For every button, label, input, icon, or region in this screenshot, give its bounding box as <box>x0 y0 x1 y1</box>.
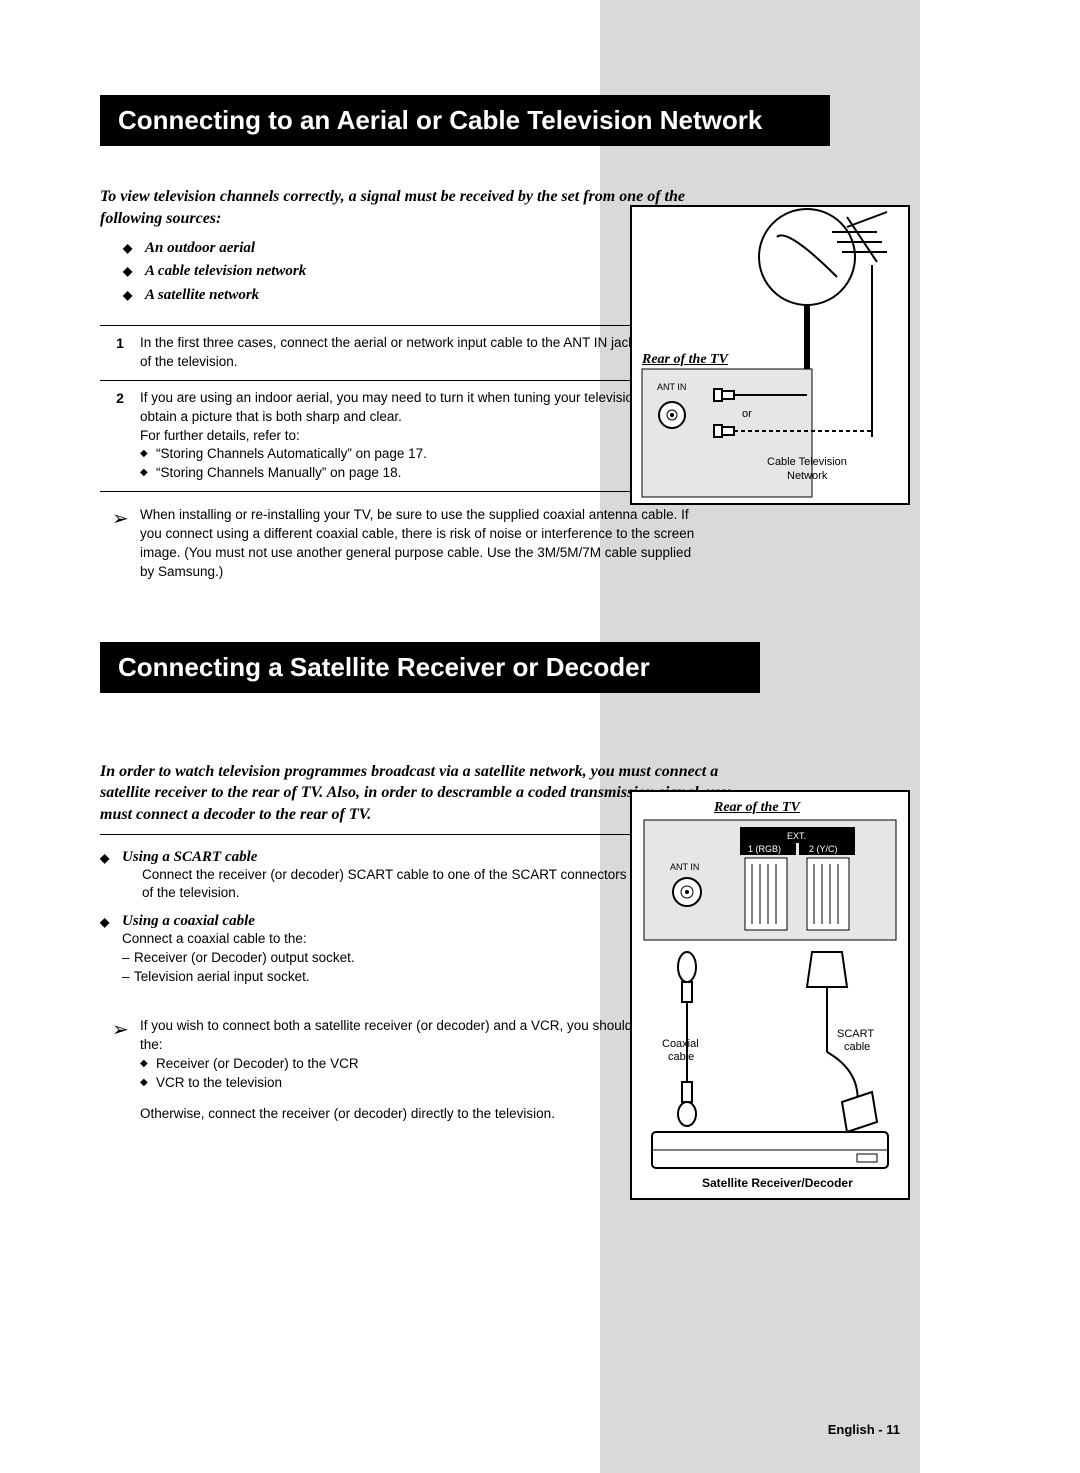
step-number: 2 <box>100 389 140 483</box>
step-number: 1 <box>100 334 140 372</box>
page-footer: English - 11 <box>828 1422 900 1437</box>
port2-label: 2 (Y/C) <box>809 844 838 854</box>
section2-title: Connecting a Satellite Receiver or Decod… <box>100 642 760 693</box>
coax-body: Connect a coaxial cable to the: <box>100 930 705 949</box>
antin-label: ANT IN <box>657 382 686 392</box>
satellite-diagram-svg: ANT IN EXT. 1 (RGB) 2 (Y/C) <box>632 792 908 1198</box>
note-row: ➢ When installing or re-installing your … <box>100 506 705 582</box>
note-sub: Receiver (or Decoder) to the VCR <box>140 1055 705 1074</box>
note-a: If you wish to connect both a satellite … <box>140 1017 705 1055</box>
note-sub: VCR to the television <box>140 1074 705 1093</box>
steps-table: 1 In the first three cases, connect the … <box>100 325 705 492</box>
page: Connecting to an Aerial or Cable Televis… <box>0 0 1080 1473</box>
coax-dash: Receiver (or Decoder) output socket. <box>100 949 705 968</box>
figure-satellite: Rear of the TV ANT IN EXT. 1 (RGB) 2 (Y/… <box>630 790 910 1200</box>
section1-title: Connecting to an Aerial or Cable Televis… <box>100 95 830 146</box>
coax-dash: Television aerial input socket. <box>100 968 705 987</box>
antin-label2: ANT IN <box>670 862 699 872</box>
coax-cable-label: Coaxialcable <box>662 1038 699 1063</box>
scart-cable-label: SCARTcable <box>837 1028 874 1053</box>
ext-label: EXT. <box>787 831 806 841</box>
note-icon: ➢ <box>100 1017 140 1123</box>
scart-body: Connect the receiver (or decoder) SCART … <box>100 866 705 904</box>
note-text: When installing or re-installing your TV… <box>140 506 705 582</box>
aerial-diagram-svg: ANT IN or Cable TelevisionNetwork <box>632 207 908 503</box>
step-sub: “Storing Channels Automatically” on page… <box>140 445 705 464</box>
note-icon: ➢ <box>100 506 140 582</box>
or-label: or <box>742 408 752 420</box>
figure-aerial: Rear of the TV ANT IN <box>630 205 910 505</box>
table-row: 2 If you are using an indoor aerial, you… <box>100 381 705 492</box>
step-body2: For further details, refer to: <box>140 427 705 446</box>
port1-label: 1 (RGB) <box>748 844 781 854</box>
step-text: In the first three cases, connect the ae… <box>140 334 705 372</box>
step-sub: “Storing Channels Manually” on page 18. <box>140 464 705 483</box>
note-row: ➢ If you wish to connect both a satellit… <box>100 1017 705 1123</box>
step-text: If you are using an indoor aerial, you m… <box>140 389 705 483</box>
satellite-box-label: Satellite Receiver/Decoder <box>702 1176 853 1190</box>
note-text: If you wish to connect both a satellite … <box>140 1017 705 1123</box>
section1-intro: To view television channels correctly, a… <box>100 186 720 229</box>
step-body: If you are using an indoor aerial, you m… <box>140 389 705 427</box>
divider <box>100 834 705 835</box>
note-b: Otherwise, connect the receiver (or deco… <box>140 1105 705 1124</box>
table-row: 1 In the first three cases, connect the … <box>100 326 705 381</box>
